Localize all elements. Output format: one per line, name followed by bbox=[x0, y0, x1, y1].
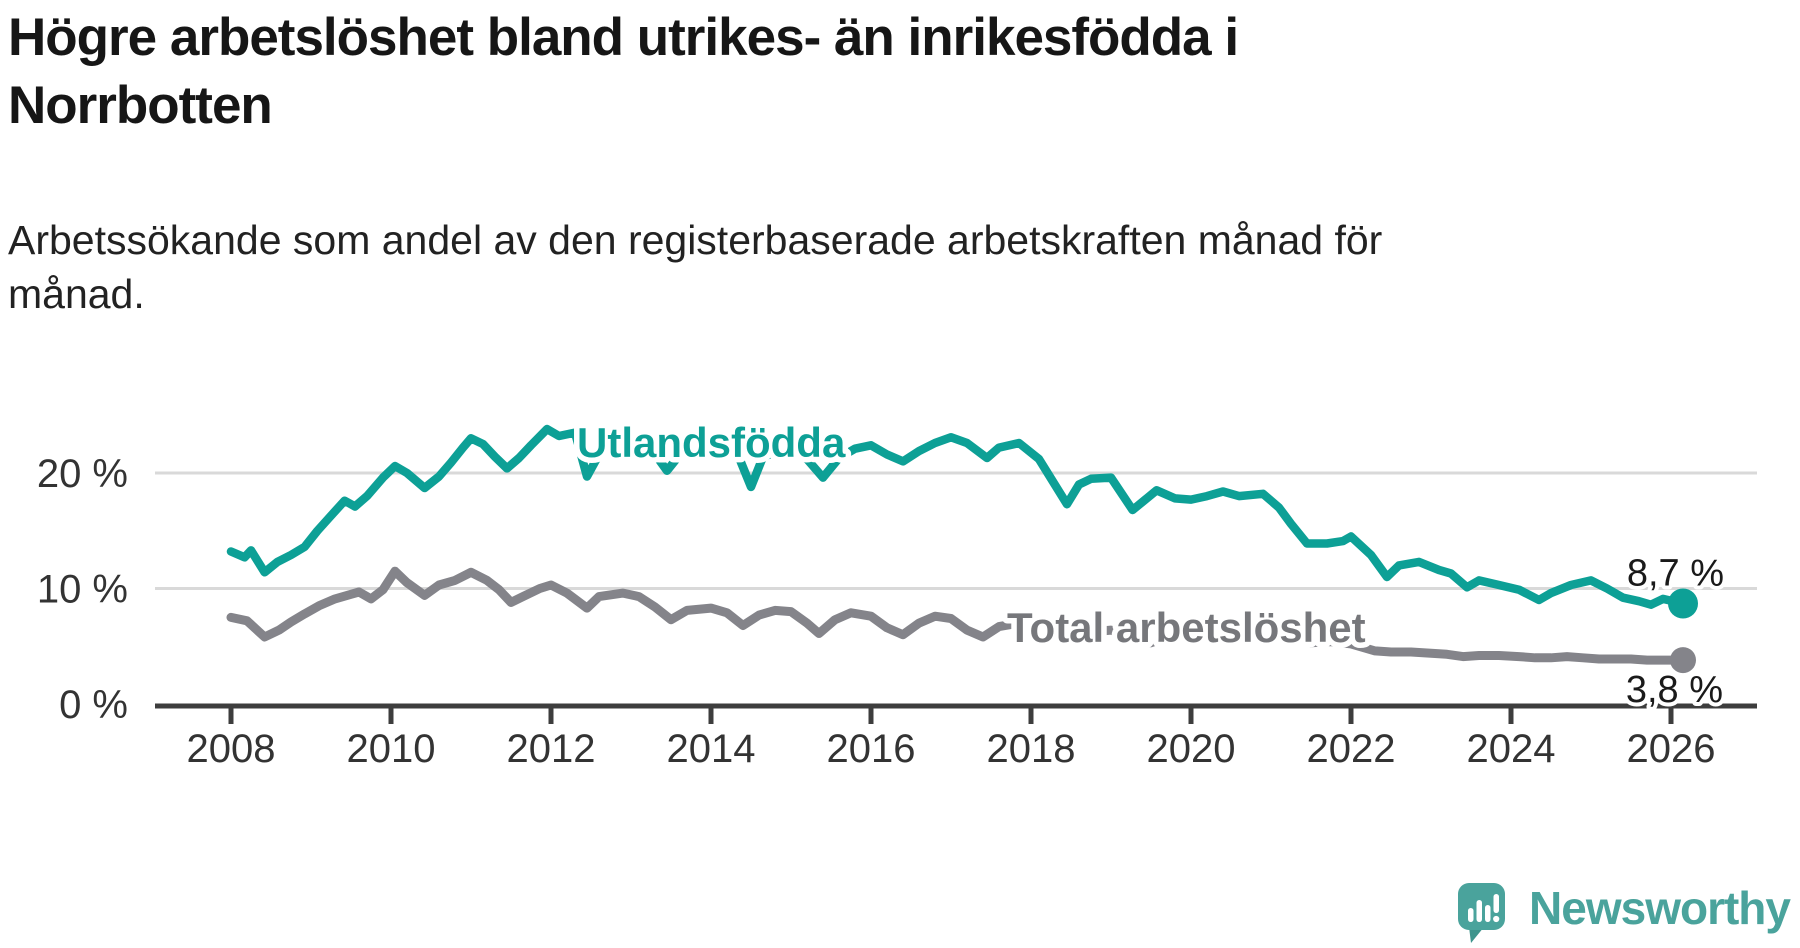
series-lines bbox=[226, 424, 1688, 665]
newsworthy-branding: Newsworthy bbox=[1457, 882, 1791, 944]
x-tick-label: 2020 bbox=[1147, 727, 1236, 771]
x-axis: 2008 2010 2012 2014 2016 2018 2020 2022 2024 2026 bbox=[155, 703, 1757, 771]
series-end-dots bbox=[1668, 588, 1698, 674]
x-tick-label: 2016 bbox=[827, 727, 916, 771]
x-tick-label: 2022 bbox=[1307, 727, 1396, 771]
y-tick-label: 20 % bbox=[37, 452, 128, 496]
series-line-total-arbetsloshet bbox=[226, 566, 1688, 665]
x-tick-label: 2014 bbox=[667, 727, 756, 771]
x-tick-label: 2018 bbox=[987, 727, 1076, 771]
series-inline-label: Total arbetslöshet bbox=[1007, 604, 1366, 651]
x-tick-label: 2026 bbox=[1627, 727, 1716, 771]
y-tick-label: 0 % bbox=[59, 683, 128, 727]
series-inline-label: Utlandsfödda bbox=[577, 419, 846, 466]
series-line-utlandsfodda bbox=[226, 424, 1688, 609]
newsworthy-logo-icon bbox=[1458, 883, 1506, 943]
x-tick-label: 2010 bbox=[347, 727, 436, 771]
series-end-dot bbox=[1668, 588, 1698, 619]
series-end-value-labels: 8,7 % 3,8 % bbox=[1622, 549, 1728, 716]
page-title: Högre arbetslöshet bland utrikes- än inr… bbox=[8, 8, 1239, 135]
y-axis-labels: 0 % 10 % 20 % bbox=[37, 452, 128, 727]
chart-subtitle: Arbetssökande som andel av den registerb… bbox=[8, 217, 1383, 318]
x-tick-label: 2012 bbox=[507, 727, 596, 771]
y-tick-label: 10 % bbox=[37, 568, 128, 612]
series-end-dot bbox=[1670, 647, 1696, 674]
x-tick-label: 2024 bbox=[1467, 727, 1556, 771]
series-end-value-label: 3,8 % bbox=[1626, 669, 1723, 711]
brand-wordmark: Newsworthy bbox=[1529, 882, 1791, 934]
series-end-value-label: 8,7 % bbox=[1627, 553, 1724, 595]
series-inline-labels: Utlandsfödda Total arbetslöshet bbox=[572, 414, 1372, 657]
x-tick-label: 2008 bbox=[187, 727, 276, 771]
